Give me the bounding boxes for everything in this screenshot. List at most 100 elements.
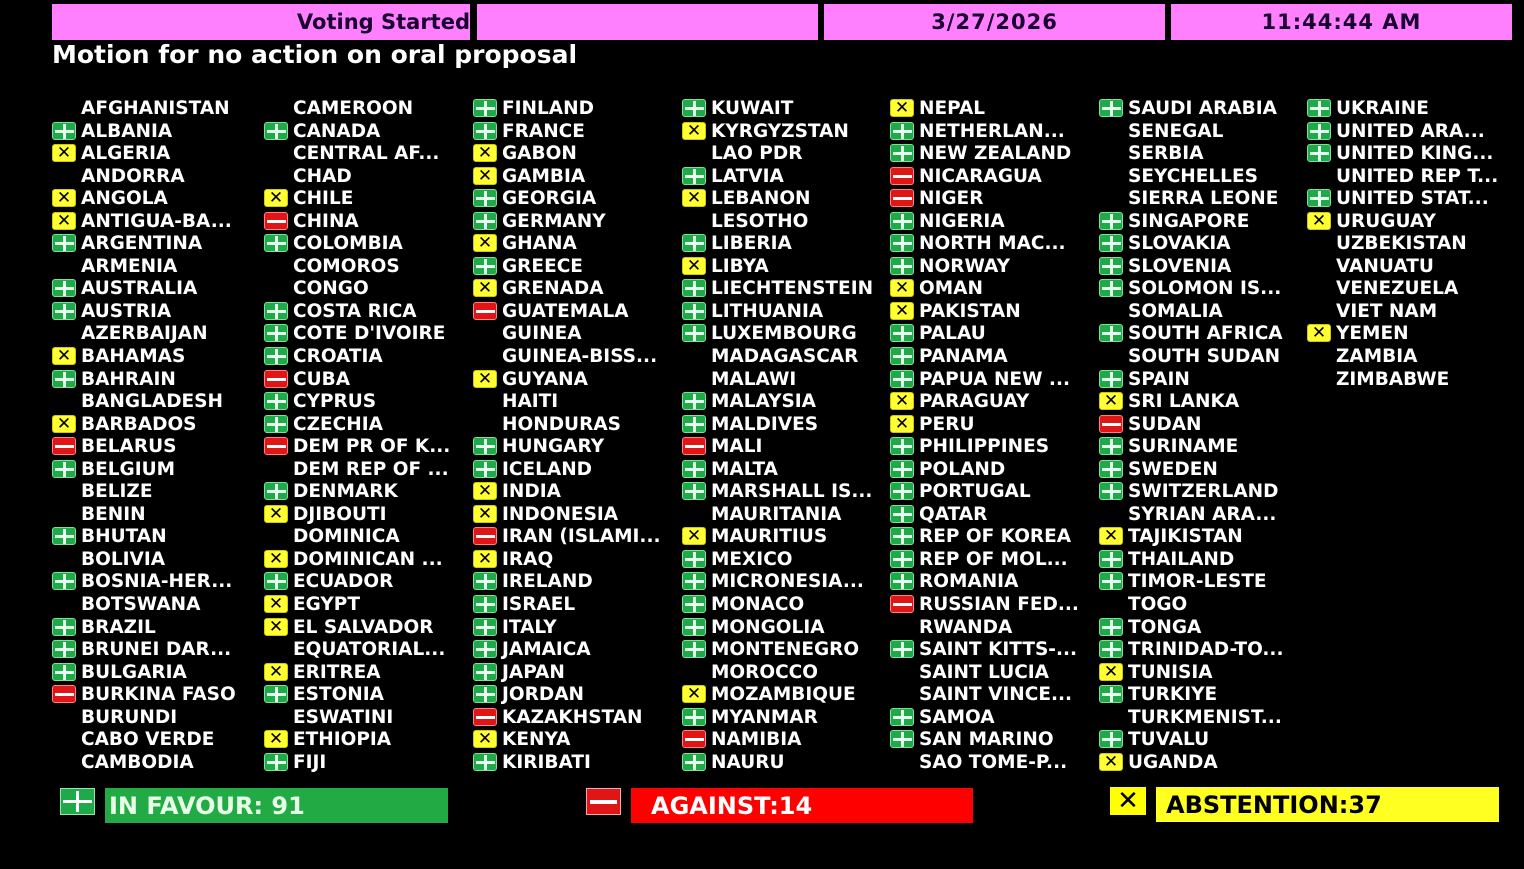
country-name: IRAN (ISLAMI... bbox=[502, 526, 661, 548]
country-row: TUVALU bbox=[1099, 728, 1307, 751]
country-name: MADAGASCAR bbox=[711, 346, 859, 368]
country-row: EGYPT bbox=[264, 593, 472, 616]
plus-icon bbox=[890, 730, 914, 749]
country-name: IRELAND bbox=[502, 571, 593, 593]
country-row: HAITI bbox=[473, 390, 681, 413]
country-name: SAINT KITTS-... bbox=[919, 639, 1078, 661]
plus-icon bbox=[52, 279, 76, 298]
country-row: COLOMBIA bbox=[264, 232, 472, 255]
country-row: SAO TOME-P... bbox=[890, 751, 1098, 774]
country-row: BULGARIA bbox=[52, 661, 260, 684]
plus-icon bbox=[1099, 256, 1123, 275]
country-row: CUBA bbox=[264, 368, 472, 391]
country-row: SLOVAKIA bbox=[1099, 232, 1307, 255]
x-icon bbox=[52, 347, 76, 366]
plus-icon bbox=[264, 121, 288, 140]
country-name: MONTENEGRO bbox=[711, 639, 860, 661]
x-icon bbox=[682, 527, 706, 546]
country-row: UGANDA bbox=[1099, 751, 1307, 774]
country-row: SWITZERLAND bbox=[1099, 480, 1307, 503]
country-row: JAMAICA bbox=[473, 638, 681, 661]
country-name: BULGARIA bbox=[81, 661, 187, 683]
country-name: MOROCCO bbox=[711, 661, 818, 683]
country-row: GREECE bbox=[473, 255, 681, 278]
country-name: GUYANA bbox=[502, 368, 588, 390]
country-name: FRANCE bbox=[502, 120, 585, 142]
country-row: FRANCE bbox=[473, 120, 681, 143]
plus-icon bbox=[682, 752, 706, 771]
country-row: LAO PDR bbox=[682, 142, 890, 165]
minus-icon bbox=[682, 730, 706, 749]
country-row: SOUTH AFRICA bbox=[1099, 322, 1307, 345]
country-name: MALI bbox=[711, 436, 763, 458]
plus-icon bbox=[890, 144, 914, 163]
country-row: BELARUS bbox=[52, 435, 260, 458]
country-row: BELGIUM bbox=[52, 458, 260, 481]
country-name: LUXEMBOURG bbox=[711, 323, 857, 345]
x-icon bbox=[1307, 211, 1331, 230]
country-name: GHANA bbox=[502, 233, 577, 255]
country-row: FIJI bbox=[264, 751, 472, 774]
country-name: SAUDI ARABIA bbox=[1128, 98, 1277, 119]
country-row: ERITREA bbox=[264, 661, 472, 684]
country-name: NAURU bbox=[711, 751, 785, 773]
plus-icon bbox=[890, 121, 914, 140]
minus-icon bbox=[264, 437, 288, 456]
country-row: UKRAINE bbox=[1307, 97, 1515, 120]
country-row: ARMENIA bbox=[52, 255, 260, 278]
country-name: GERMANY bbox=[502, 210, 606, 232]
country-name: TURKIYE bbox=[1128, 684, 1218, 706]
country-name: SLOVAKIA bbox=[1128, 233, 1231, 255]
country-row: HONDURAS bbox=[473, 413, 681, 436]
country-row: SWEDEN bbox=[1099, 458, 1307, 481]
minus-icon bbox=[890, 166, 914, 185]
country-row: IRELAND bbox=[473, 570, 681, 593]
country-row: TUNISIA bbox=[1099, 661, 1307, 684]
country-row: ZAMBIA bbox=[1307, 345, 1515, 368]
country-name: EL SALVADOR bbox=[293, 616, 434, 638]
country-row: PAKISTAN bbox=[890, 300, 1098, 323]
vote-time: 11:44:44 AM bbox=[1171, 4, 1512, 40]
country-row: LIECHTENSTEIN bbox=[682, 277, 890, 300]
country-name: DOMINICA bbox=[293, 526, 400, 548]
plus-icon bbox=[682, 166, 706, 185]
country-row: NORTH MAC... bbox=[890, 232, 1098, 255]
country-column: SAUDI ARABIA SENEGAL SERBIA SEYCHELLES SIERR… bbox=[1099, 97, 1307, 773]
country-name: OMAN bbox=[919, 278, 983, 300]
country-name: KIRIBATI bbox=[502, 751, 591, 773]
minus-icon bbox=[264, 369, 288, 388]
plus-icon bbox=[60, 788, 95, 815]
country-name: TUVALU bbox=[1128, 729, 1210, 751]
country-row: SOUTH SUDAN bbox=[1099, 345, 1307, 368]
plus-icon bbox=[1099, 234, 1123, 253]
country-row: MOZAMBIQUE bbox=[682, 683, 890, 706]
country-row: SERBIA bbox=[1099, 142, 1307, 165]
plus-icon bbox=[264, 234, 288, 253]
x-icon bbox=[890, 99, 914, 117]
country-column: KUWAITKYRGYZSTANLAO PDRLATVIALEBANONLESO… bbox=[682, 97, 890, 773]
country-name: ZIMBABWE bbox=[1336, 368, 1450, 390]
country-name: BANGLADESH bbox=[81, 391, 223, 413]
plus-icon bbox=[1099, 437, 1123, 456]
country-name: AUSTRALIA bbox=[81, 278, 198, 300]
country-row: GRENADA bbox=[473, 277, 681, 300]
country-row: SEYCHELLES bbox=[1099, 165, 1307, 188]
country-row: ECUADOR bbox=[264, 570, 472, 593]
country-row: BARBADOS bbox=[52, 413, 260, 436]
plus-icon bbox=[1099, 324, 1123, 343]
plus-icon bbox=[682, 707, 706, 726]
plus-icon bbox=[473, 572, 497, 591]
x-icon bbox=[264, 504, 288, 523]
country-row: ANGOLA bbox=[52, 187, 260, 210]
country-name: CAMBODIA bbox=[81, 751, 194, 773]
country-name: JAPAN bbox=[502, 661, 565, 683]
country-row: SAUDI ARABIA bbox=[1099, 97, 1307, 120]
country-row: MALDIVES bbox=[682, 413, 890, 436]
country-row: SPAIN bbox=[1099, 368, 1307, 391]
country-name: ECUADOR bbox=[293, 571, 394, 593]
country-row: CABO VERDE bbox=[52, 728, 260, 751]
country-row: URUGUAY bbox=[1307, 210, 1515, 233]
plus-icon bbox=[682, 99, 706, 117]
country-row: SYRIAN ARA... bbox=[1099, 503, 1307, 526]
country-name: COMOROS bbox=[293, 255, 400, 277]
